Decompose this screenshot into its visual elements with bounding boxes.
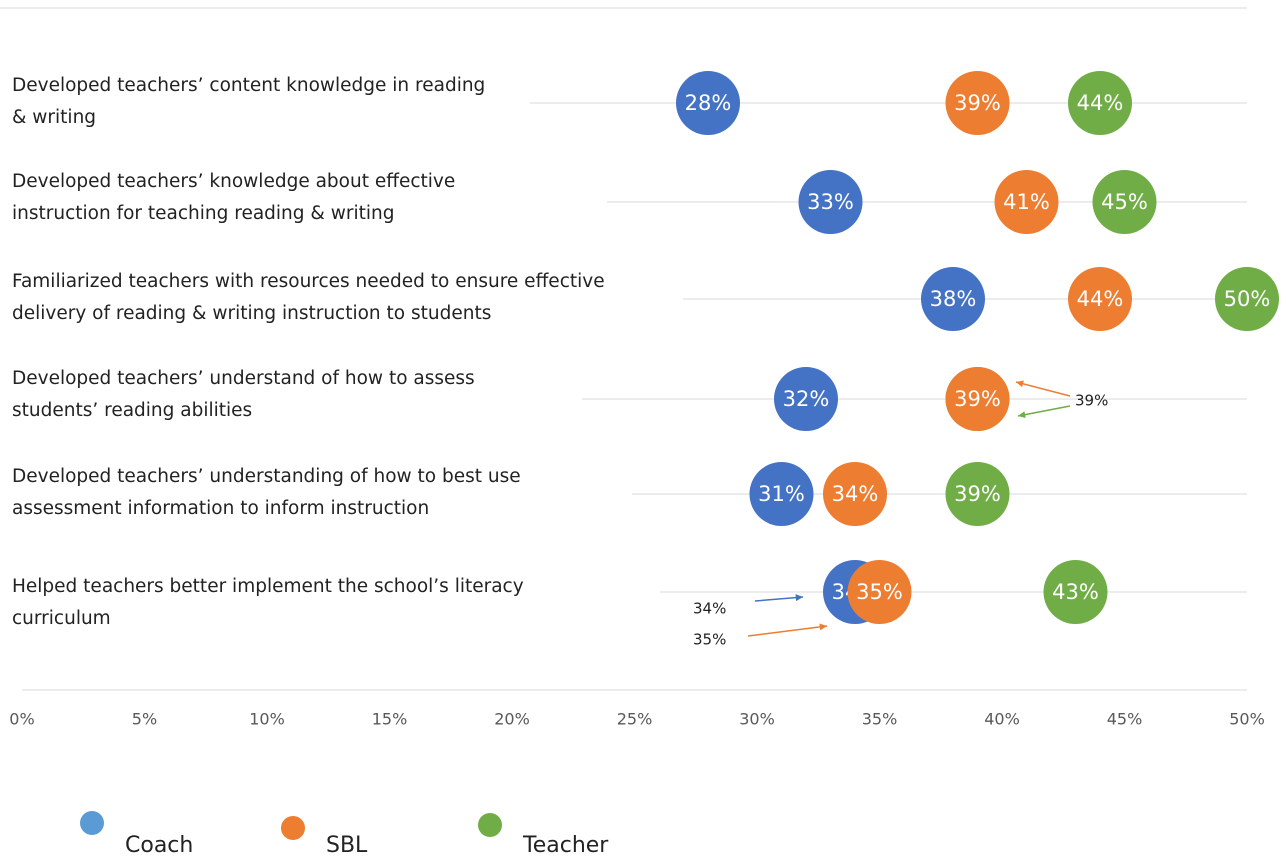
data-label: 45% (1101, 190, 1148, 214)
dot (774, 367, 838, 431)
callout-arrow (1015, 381, 1071, 397)
arrow-head (1018, 411, 1026, 419)
callout-arrow (747, 625, 828, 637)
data-label: 43% (1052, 580, 1099, 604)
dot (676, 71, 740, 135)
data-label: 39% (954, 387, 1001, 411)
dot (847, 560, 912, 624)
data-label: 44% (1077, 91, 1124, 115)
dot (945, 71, 1010, 135)
legend-label: Coach (125, 833, 193, 858)
category-label: Helped teachers better implement the sch… (12, 576, 524, 629)
category-label: Developed teachers’ understanding of how… (12, 466, 521, 519)
x-tick-label: 5% (132, 710, 157, 729)
x-tick-label: 0% (9, 710, 34, 729)
arrow-head (819, 623, 827, 631)
data-label: 44% (1077, 287, 1124, 311)
dot (1043, 560, 1108, 624)
data-label: 28% (685, 91, 732, 115)
legend-label: Teacher (522, 833, 609, 858)
x-tick-label: 35% (862, 710, 898, 729)
data-label: 50% (1224, 287, 1271, 311)
legend-label: SBL (326, 833, 368, 858)
data-label: 31% (758, 482, 805, 506)
category-label: Developed teachers’ content knowledge in… (12, 75, 486, 128)
category-label: Developed teachers’ knowledge about effe… (12, 171, 456, 224)
x-tick-label: 10% (249, 710, 285, 729)
arrow-head (795, 594, 803, 602)
data-label: 35% (856, 580, 903, 604)
dot (1068, 267, 1132, 331)
category-label: Familiarized teachers with resources nee… (12, 271, 605, 324)
legend-marker (80, 811, 104, 835)
data-label: 34% (832, 482, 879, 506)
arrow-head (1016, 380, 1024, 388)
data-label: 39% (954, 91, 1001, 115)
category-label: Developed teachers’ understand of how to… (12, 368, 475, 421)
data-label: 41% (1003, 190, 1050, 214)
dot (1215, 267, 1279, 331)
dot (823, 462, 887, 526)
data-label: 33% (807, 190, 854, 214)
data-label: 39% (954, 482, 1001, 506)
x-tick-label: 40% (984, 710, 1020, 729)
dot (945, 367, 1010, 431)
dot (921, 267, 985, 331)
dot (1092, 170, 1157, 234)
x-tick-label: 15% (372, 710, 408, 729)
dot (994, 170, 1059, 234)
legend-marker (478, 813, 502, 837)
dot (749, 462, 814, 526)
callout-arrow (754, 596, 804, 602)
x-tick-label: 50% (1229, 710, 1265, 729)
annotation: 34% (693, 600, 726, 618)
callout-arrow (1017, 405, 1071, 417)
data-label: 32% (783, 387, 830, 411)
annotation: 39% (1075, 392, 1108, 410)
x-tick-label: 25% (617, 710, 653, 729)
x-tick-label: 45% (1107, 710, 1143, 729)
legend-marker (281, 816, 305, 840)
dot (1068, 71, 1132, 135)
data-label: 38% (930, 287, 977, 311)
annotation: 35% (693, 631, 726, 649)
dot (945, 462, 1010, 526)
dot (798, 170, 863, 234)
x-tick-label: 20% (494, 710, 530, 729)
x-tick-label: 30% (739, 710, 775, 729)
